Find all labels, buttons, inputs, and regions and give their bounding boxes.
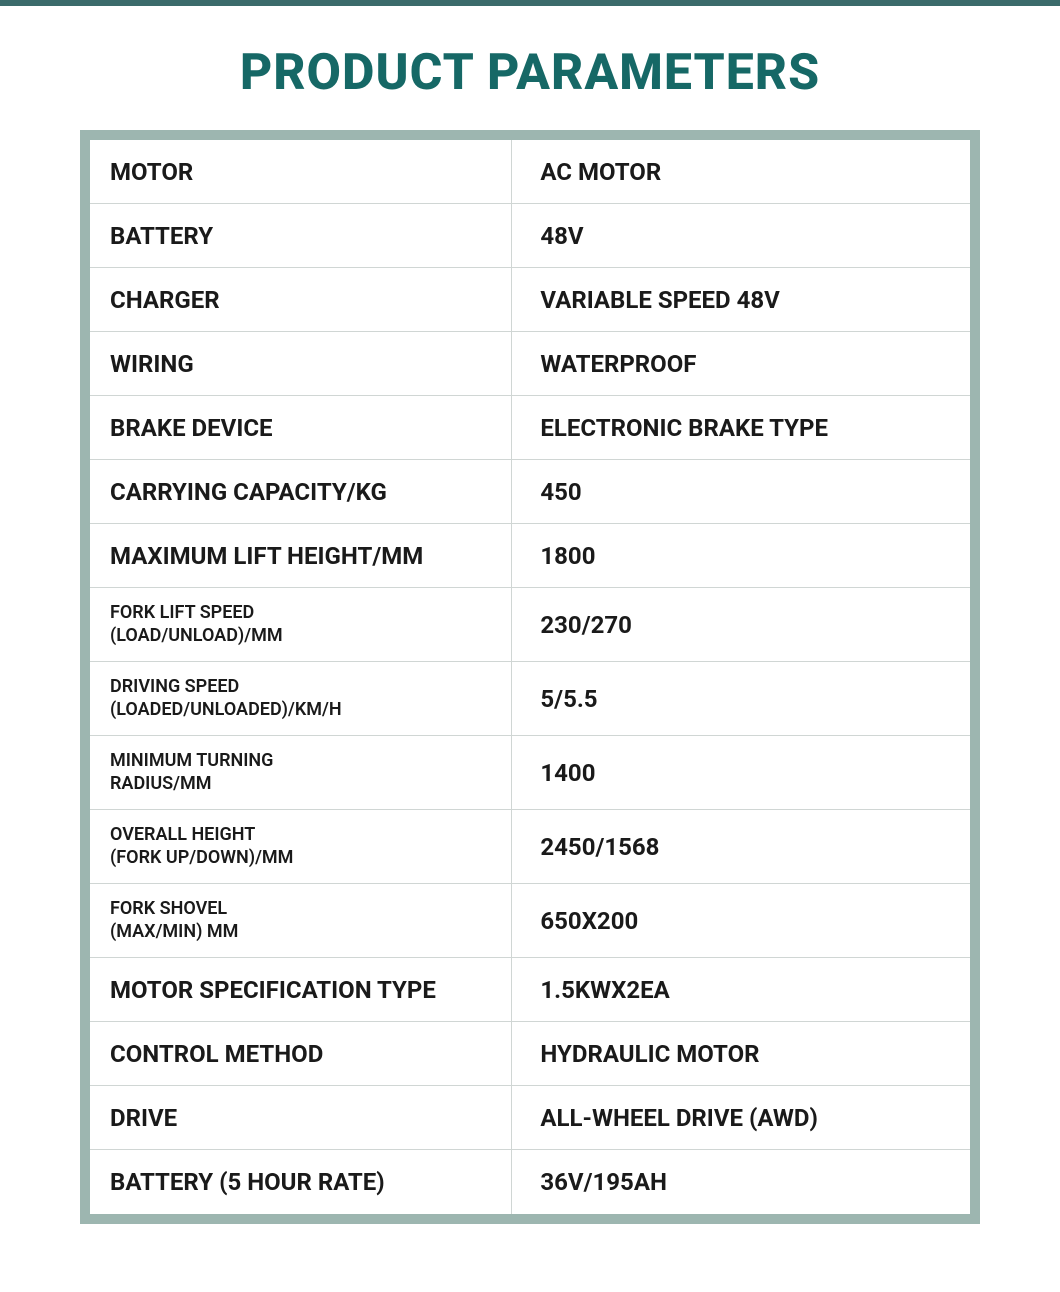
param-value-cell: 2450/1568 xyxy=(512,810,970,883)
param-value: HYDRAULIC MOTOR xyxy=(540,1040,759,1068)
table-row: MAXIMUM LIFT HEIGHT/MM 1800 xyxy=(90,524,970,588)
table-row: WIRING WATERPROOF xyxy=(90,332,970,396)
param-value: ELECTRONIC BRAKE TYPE xyxy=(540,414,828,442)
param-label: BATTERY (5 HOUR RATE) xyxy=(110,1167,491,1197)
param-label: MAXIMUM LIFT HEIGHT/MM xyxy=(110,541,491,571)
table-row: MOTOR AC MOTOR xyxy=(90,140,970,204)
param-value: 650X200 xyxy=(540,907,638,935)
param-value: 1.5KWX2EA xyxy=(540,976,669,1004)
param-value: AC MOTOR xyxy=(540,158,661,186)
param-label-cell: DRIVE xyxy=(90,1086,512,1149)
param-value-cell: 230/270 xyxy=(512,588,970,661)
param-label: FORK LIFT SPEED xyxy=(110,602,491,625)
param-label-cell: CARRYING CAPACITY/KG xyxy=(90,460,512,523)
param-label-cell: MAXIMUM LIFT HEIGHT/MM xyxy=(90,524,512,587)
param-value: 48V xyxy=(540,222,583,250)
param-label-line2: (FORK UP/DOWN)/MM xyxy=(110,847,491,870)
param-label-cell: OVERALL HEIGHT(FORK UP/DOWN)/MM xyxy=(90,810,512,883)
table-row: DRIVE ALL-WHEEL DRIVE (AWD) xyxy=(90,1086,970,1150)
table-row: BRAKE DEVICE ELECTRONIC BRAKE TYPE xyxy=(90,396,970,460)
param-label-cell: FORK LIFT SPEED(LOAD/UNLOAD)/MM xyxy=(90,588,512,661)
param-value-cell: ALL-WHEEL DRIVE (AWD) xyxy=(512,1086,970,1149)
table-row: MINIMUM TURNINGRADIUS/MM 1400 xyxy=(90,736,970,810)
param-value: VARIABLE SPEED 48V xyxy=(540,286,779,314)
param-value-cell: 1400 xyxy=(512,736,970,809)
param-value: 36V/195AH xyxy=(540,1168,667,1196)
param-value-cell: ELECTRONIC BRAKE TYPE xyxy=(512,396,970,459)
param-label: WIRING xyxy=(110,349,491,379)
param-label-cell: FORK SHOVEL(MAX/MIN) MM xyxy=(90,884,512,957)
param-label-cell: BATTERY (5 HOUR RATE) xyxy=(90,1150,512,1214)
param-label: DRIVE xyxy=(110,1103,491,1133)
param-label-cell: BATTERY xyxy=(90,204,512,267)
param-label-line2: (LOADED/UNLOADED)/KM/H xyxy=(110,699,491,722)
param-label-line2: (MAX/MIN) MM xyxy=(110,921,491,944)
parameters-table: MOTOR AC MOTOR BATTERY 48V CHARGER VARIABLE S… xyxy=(80,130,980,1224)
table-row: FORK LIFT SPEED(LOAD/UNLOAD)/MM 230/270 xyxy=(90,588,970,662)
param-label: CHARGER xyxy=(110,285,491,315)
param-value: 1400 xyxy=(540,759,595,787)
param-value-cell: 5/5.5 xyxy=(512,662,970,735)
param-label: OVERALL HEIGHT xyxy=(110,824,491,847)
param-label-line2: RADIUS/MM xyxy=(110,773,491,796)
param-value: WATERPROOF xyxy=(540,350,696,378)
param-value-cell: WATERPROOF xyxy=(512,332,970,395)
param-value-cell: AC MOTOR xyxy=(512,140,970,203)
param-label: FORK SHOVEL xyxy=(110,898,491,921)
param-value-cell: VARIABLE SPEED 48V xyxy=(512,268,970,331)
param-label-cell: MOTOR xyxy=(90,140,512,203)
table-row: CHARGER VARIABLE SPEED 48V xyxy=(90,268,970,332)
table-row: BATTERY 48V xyxy=(90,204,970,268)
table-row: FORK SHOVEL(MAX/MIN) MM 650X200 xyxy=(90,884,970,958)
param-label-line2: (LOAD/UNLOAD)/MM xyxy=(110,625,491,648)
param-label: MINIMUM TURNING xyxy=(110,750,491,773)
param-value: 5/5.5 xyxy=(540,685,597,713)
param-label: CONTROL METHOD xyxy=(110,1039,491,1069)
param-value-cell: 1800 xyxy=(512,524,970,587)
param-label-cell: MINIMUM TURNINGRADIUS/MM xyxy=(90,736,512,809)
param-value-cell: 48V xyxy=(512,204,970,267)
param-value-cell: 36V/195AH xyxy=(512,1150,970,1214)
param-value: 450 xyxy=(540,478,581,506)
param-value-cell: 1.5KWX2EA xyxy=(512,958,970,1021)
param-label-cell: CHARGER xyxy=(90,268,512,331)
param-label-cell: BRAKE DEVICE xyxy=(90,396,512,459)
param-value-cell: 650X200 xyxy=(512,884,970,957)
param-label: DRIVING SPEED xyxy=(110,676,491,699)
param-label-cell: CONTROL METHOD xyxy=(90,1022,512,1085)
page-title: PRODUCT PARAMETERS xyxy=(0,44,1060,102)
table-row: OVERALL HEIGHT(FORK UP/DOWN)/MM 2450/1568 xyxy=(90,810,970,884)
param-value: ALL-WHEEL DRIVE (AWD) xyxy=(540,1104,818,1132)
param-value-cell: 450 xyxy=(512,460,970,523)
param-label-cell: DRIVING SPEED(LOADED/UNLOADED)/KM/H xyxy=(90,662,512,735)
param-value-cell: HYDRAULIC MOTOR xyxy=(512,1022,970,1085)
param-label: CARRYING CAPACITY/KG xyxy=(110,477,491,507)
param-value: 2450/1568 xyxy=(540,833,659,861)
param-label: BRAKE DEVICE xyxy=(110,413,491,443)
table-row: BATTERY (5 HOUR RATE) 36V/195AH xyxy=(90,1150,970,1214)
param-label-cell: MOTOR SPECIFICATION TYPE xyxy=(90,958,512,1021)
param-value: 1800 xyxy=(540,542,595,570)
table-row: CARRYING CAPACITY/KG 450 xyxy=(90,460,970,524)
table-row: MOTOR SPECIFICATION TYPE 1.5KWX2EA xyxy=(90,958,970,1022)
table-row: DRIVING SPEED(LOADED/UNLOADED)/KM/H 5/5.5 xyxy=(90,662,970,736)
param-label: BATTERY xyxy=(110,221,491,251)
param-label: MOTOR xyxy=(110,157,491,187)
param-value: 230/270 xyxy=(540,611,632,639)
table-row: CONTROL METHOD HYDRAULIC MOTOR xyxy=(90,1022,970,1086)
param-label-cell: WIRING xyxy=(90,332,512,395)
param-label: MOTOR SPECIFICATION TYPE xyxy=(110,975,491,1005)
